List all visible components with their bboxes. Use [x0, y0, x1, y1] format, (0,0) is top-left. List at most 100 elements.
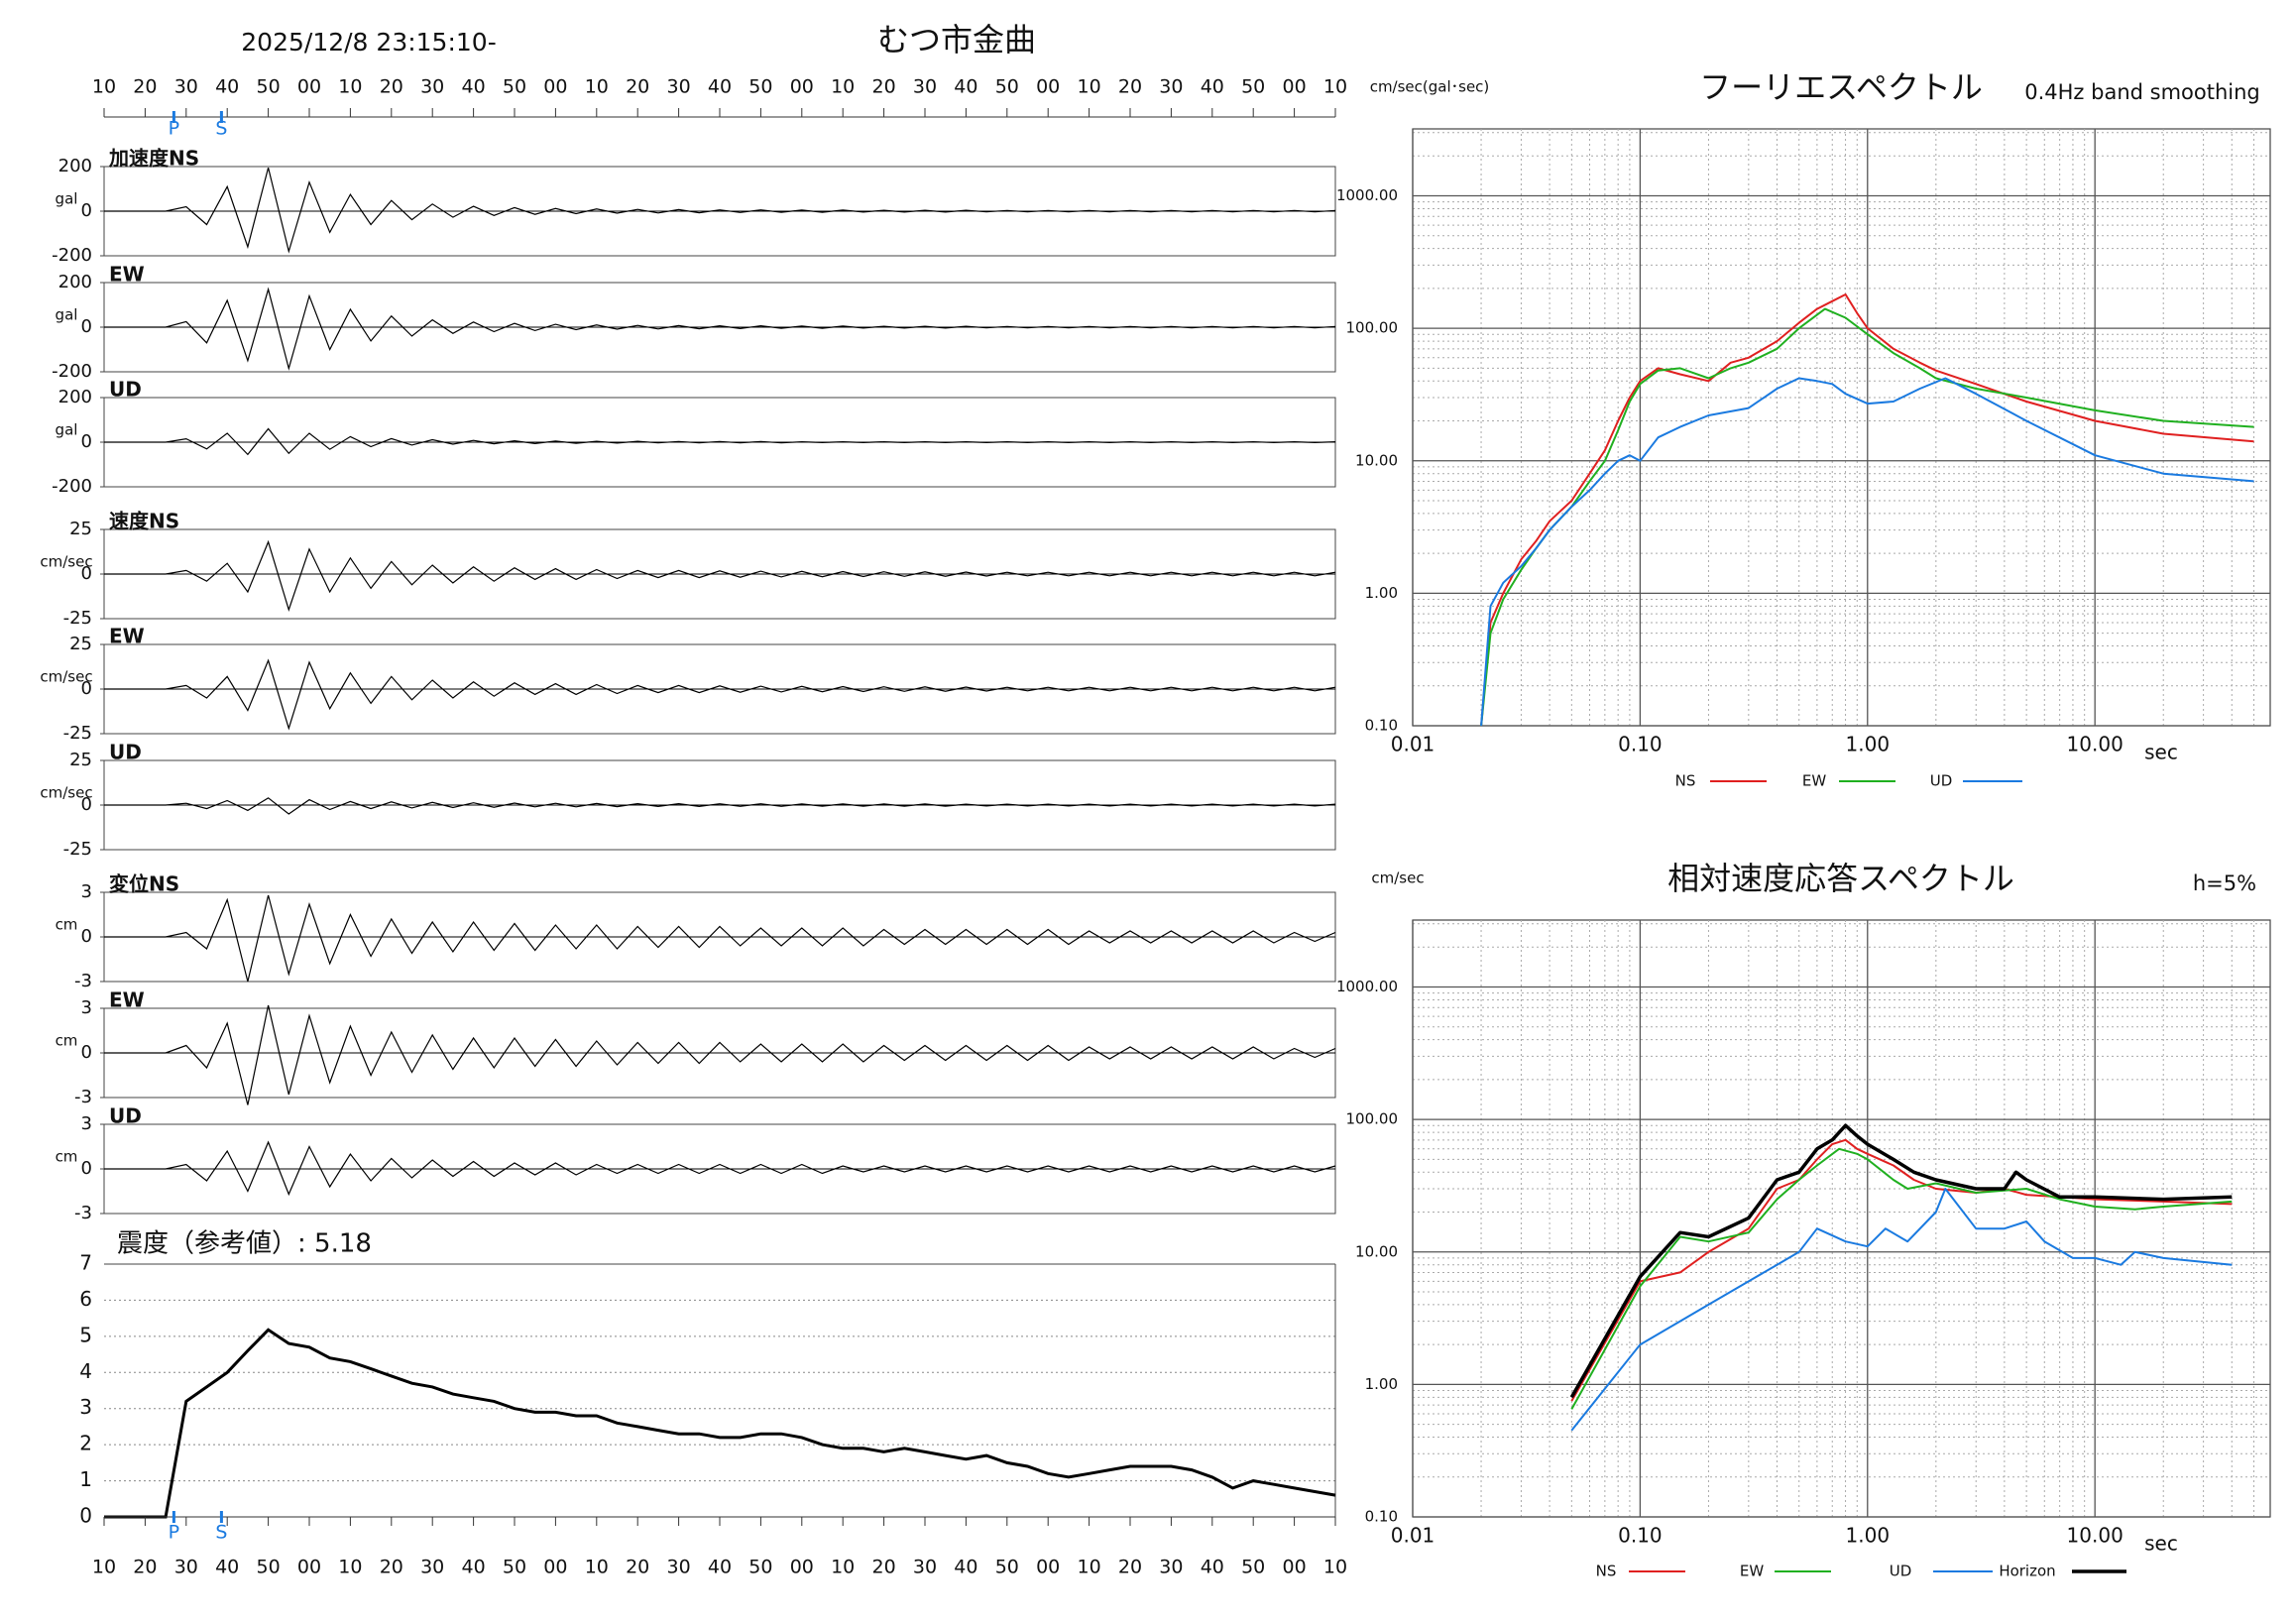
- y-tick-label: 1000.00: [1336, 978, 1398, 995]
- legend-label: EW: [1740, 1563, 1764, 1580]
- x-tick-label: 30: [913, 76, 937, 98]
- x-tick-label: 40: [215, 1557, 239, 1578]
- waveform: [104, 167, 1336, 254]
- x-tick-label: 20: [872, 1557, 896, 1578]
- y-tick-label: 4: [79, 1359, 92, 1383]
- chart-note: 0.4Hz band smoothing: [2024, 80, 2260, 104]
- x-tick-label: 00: [1283, 76, 1307, 98]
- x-tick-label: 30: [174, 76, 198, 98]
- waveform: [104, 797, 1336, 815]
- legend-label: EW: [1802, 772, 1826, 790]
- panel-label: UD: [109, 741, 142, 764]
- y-tick-label: 0: [81, 794, 92, 815]
- spectrum-line: [1569, 1123, 2233, 1399]
- phase-label: P: [169, 118, 179, 140]
- x-tick-label: 0.01: [1391, 1524, 1435, 1548]
- y-tick-label: 0.10: [1365, 717, 1398, 735]
- x-tick-label: 50: [995, 1557, 1019, 1578]
- y-tick-label: 0: [81, 200, 92, 221]
- unit-label: gal: [56, 306, 78, 324]
- y-tick-label: 0.10: [1365, 1508, 1398, 1526]
- waveform: [104, 1004, 1336, 1105]
- waveform: [104, 658, 1336, 731]
- y-tick-label: 200: [58, 156, 92, 176]
- x-tick-label: 30: [667, 1557, 691, 1578]
- y-tick-label: 3: [81, 1113, 92, 1134]
- x-tick-label: 10: [1078, 1557, 1101, 1578]
- chart-subtitle: 2025/12/8 23:15:10-: [241, 28, 496, 57]
- y-tick-label: 100.00: [1346, 319, 1399, 337]
- x-tick-label: 10: [1078, 76, 1101, 98]
- waveform: [104, 427, 1336, 456]
- unit-label: gal: [56, 190, 78, 208]
- unit-label: cm/sec: [40, 784, 92, 802]
- x-tick-label: 20: [626, 1557, 649, 1578]
- x-tick-label: 50: [503, 76, 526, 98]
- spectrum-line: [1570, 1138, 2233, 1402]
- x-tick-label: 50: [748, 1557, 772, 1578]
- x-tick-label: 40: [215, 76, 239, 98]
- x-tick-label: 10: [338, 76, 362, 98]
- x-tick-label: 10: [92, 76, 116, 98]
- x-tick-label: 10: [1323, 1557, 1347, 1578]
- y-tick-label: 0: [81, 678, 92, 699]
- y-tick-label: -200: [52, 245, 92, 266]
- x-tick-label: 40: [462, 76, 486, 98]
- y-tick-label: 1000.00: [1336, 186, 1398, 204]
- x-tick-label: 1.00: [1846, 733, 1891, 756]
- unit-label: cm/sec: [40, 668, 92, 686]
- chart-title: 相対速度応答スペクトル: [1667, 860, 2014, 897]
- panel-label: 加速度NS: [108, 147, 199, 171]
- unit-label: cm: [56, 1032, 78, 1050]
- chart-title: むつ市金曲: [877, 21, 1036, 58]
- x-tick-label: 50: [1241, 76, 1265, 98]
- x-tick-label: 40: [462, 1557, 486, 1578]
- y-tick-label: 6: [79, 1287, 92, 1311]
- y-tick-label: 25: [69, 750, 92, 770]
- y-tick-label: -3: [74, 971, 92, 991]
- x-tick-label: 50: [995, 76, 1019, 98]
- x-tick-label: 40: [1201, 1557, 1224, 1578]
- x-tick-label: 10: [1323, 76, 1347, 98]
- x-tick-label: 30: [1159, 76, 1183, 98]
- x-tick-label: 00: [543, 76, 567, 98]
- y-tick-label: 10.00: [1355, 1242, 1398, 1260]
- y-tick-label: -25: [63, 608, 92, 629]
- x-tick-label: 0.10: [1618, 1524, 1663, 1548]
- panel-label: 変位NS: [109, 872, 179, 896]
- y-tick-label: 3: [81, 997, 92, 1018]
- x-tick-label: 40: [1201, 76, 1224, 98]
- phase-label: P: [169, 1522, 179, 1544]
- x-tick-label: 10: [831, 1557, 855, 1578]
- x-tick-label: 40: [954, 76, 977, 98]
- spectrum-line: [1570, 1188, 2233, 1432]
- y-tick-label: -3: [74, 1203, 92, 1223]
- y-tick-label: 100.00: [1346, 1110, 1399, 1128]
- x-tick-label: 20: [133, 76, 157, 98]
- intensity-line: [104, 1328, 1336, 1519]
- x-tick-label: 10: [585, 1557, 609, 1578]
- y-tick-label: 0: [81, 316, 92, 337]
- waveform: [104, 1140, 1336, 1197]
- chart-title: フーリエスペクトル: [1699, 68, 1983, 106]
- x-tick-label: 50: [748, 76, 772, 98]
- x-tick-label: 00: [297, 76, 321, 98]
- y-tick-label: 0: [81, 1158, 92, 1179]
- y-tick-label: -25: [63, 723, 92, 744]
- x-axis-label: sec: [2144, 1532, 2178, 1556]
- x-tick-label: 20: [1118, 76, 1142, 98]
- x-axis-label: sec: [2144, 741, 2178, 764]
- spectrum-line: [1570, 1147, 2233, 1410]
- x-tick-label: 00: [1036, 76, 1060, 98]
- waveform: [104, 287, 1336, 371]
- y-tick-label: -25: [63, 839, 92, 860]
- y-tick-label: 5: [79, 1323, 92, 1346]
- y-tick-label: 25: [69, 634, 92, 654]
- y-axis-label: cm/sec: [1371, 869, 1424, 887]
- y-tick-label: 25: [69, 519, 92, 539]
- y-tick-label: 0: [79, 1504, 92, 1528]
- y-tick-label: 200: [58, 272, 92, 292]
- panel-label: UD: [109, 1104, 142, 1128]
- x-tick-label: 00: [790, 76, 814, 98]
